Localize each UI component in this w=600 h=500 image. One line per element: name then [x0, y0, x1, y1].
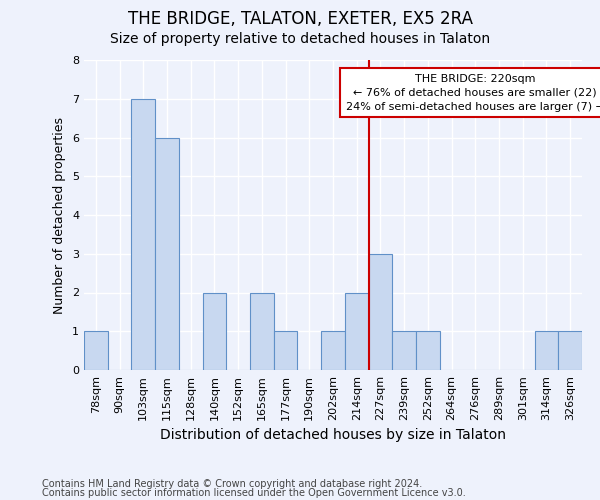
Text: Size of property relative to detached houses in Talaton: Size of property relative to detached ho… — [110, 32, 490, 46]
Bar — [203, 292, 226, 370]
Bar — [558, 331, 582, 370]
Text: Contains public sector information licensed under the Open Government Licence v3: Contains public sector information licen… — [42, 488, 466, 498]
Bar — [392, 331, 416, 370]
Text: THE BRIDGE, TALATON, EXETER, EX5 2RA: THE BRIDGE, TALATON, EXETER, EX5 2RA — [128, 10, 473, 28]
Bar — [274, 331, 298, 370]
Bar — [321, 331, 345, 370]
Text: Contains HM Land Registry data © Crown copyright and database right 2024.: Contains HM Land Registry data © Crown c… — [42, 479, 422, 489]
Bar — [368, 254, 392, 370]
Bar — [250, 292, 274, 370]
Y-axis label: Number of detached properties: Number of detached properties — [53, 116, 67, 314]
Bar — [84, 331, 108, 370]
Bar — [535, 331, 558, 370]
Bar — [155, 138, 179, 370]
Bar — [131, 99, 155, 370]
X-axis label: Distribution of detached houses by size in Talaton: Distribution of detached houses by size … — [160, 428, 506, 442]
Bar — [416, 331, 440, 370]
Bar — [345, 292, 368, 370]
Text: THE BRIDGE: 220sqm
← 76% of detached houses are smaller (22)
24% of semi-detache: THE BRIDGE: 220sqm ← 76% of detached hou… — [346, 74, 600, 112]
